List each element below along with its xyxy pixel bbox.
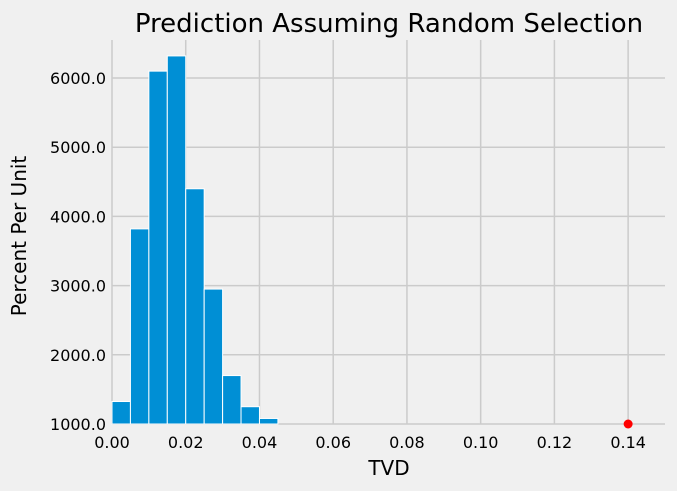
- observed-tvd-point: [624, 420, 633, 429]
- histogram-bar: [149, 71, 167, 424]
- histogram-bar: [112, 402, 130, 424]
- histogram-bar: [204, 289, 222, 424]
- y-tick-label: 2000.0: [50, 346, 106, 365]
- histogram-bar: [223, 376, 241, 424]
- x-tick-label: 0.00: [94, 433, 130, 452]
- x-tick-label: 0.14: [610, 433, 646, 452]
- x-tick-label: 0.06: [315, 433, 351, 452]
- y-tick-label: 4000.0: [50, 207, 106, 226]
- x-tick-label: 0.04: [242, 433, 278, 452]
- histogram-bar: [186, 189, 204, 424]
- histogram-bar: [130, 229, 148, 424]
- y-tick-label: 3000.0: [50, 277, 106, 296]
- y-tick-label: 5000.0: [50, 138, 106, 157]
- x-tick-label: 0.12: [537, 433, 573, 452]
- x-tick-label: 0.08: [389, 433, 425, 452]
- histogram-bar: [241, 407, 259, 424]
- histogram-bar: [259, 418, 277, 424]
- histogram-bar: [167, 56, 185, 424]
- observed-marker: [624, 420, 633, 429]
- y-axis-label: Percent Per Unit: [7, 156, 31, 317]
- x-tick-label: 0.02: [168, 433, 204, 452]
- x-tick-label: 0.10: [463, 433, 499, 452]
- chart-title: Prediction Assuming Random Selection: [135, 9, 643, 39]
- y-tick-label: 1000.0: [50, 415, 106, 434]
- y-tick-label: 6000.0: [50, 69, 106, 88]
- x-axis-label: TVD: [367, 456, 409, 480]
